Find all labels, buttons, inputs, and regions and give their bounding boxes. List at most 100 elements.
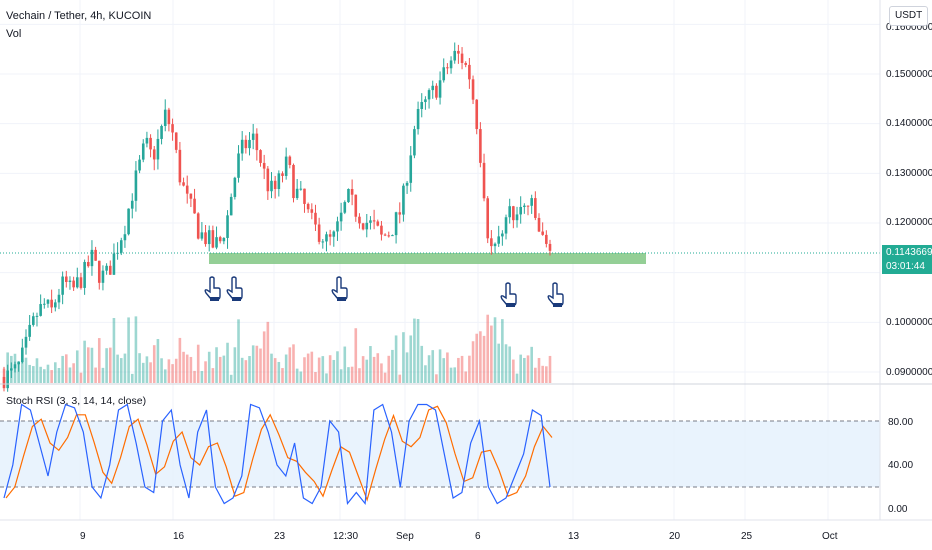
volume-bar — [310, 351, 314, 383]
candle-body — [178, 149, 182, 183]
volume-bar — [325, 373, 328, 383]
price-tick: 0.0900000 — [886, 367, 932, 378]
candle-body — [64, 276, 68, 283]
candle-body — [482, 162, 486, 199]
price-tick: 0.1400000 — [886, 118, 932, 129]
volume-bar — [387, 355, 391, 383]
volume-bar — [17, 360, 20, 383]
volume-bar — [94, 367, 97, 383]
volume-bar — [530, 346, 533, 383]
volume-bar — [519, 354, 522, 383]
volume-bar — [512, 359, 515, 383]
candle-body — [471, 79, 475, 100]
candle-body — [54, 302, 57, 308]
volume-bar — [277, 361, 281, 383]
candle-body — [196, 213, 200, 239]
candle-body — [248, 139, 251, 149]
candle-body — [193, 198, 196, 214]
volume-bar — [482, 335, 486, 383]
candle-body — [207, 230, 211, 245]
volume-bar — [541, 365, 544, 383]
volume-bar — [501, 319, 504, 383]
volume-bar — [369, 346, 372, 383]
volume-bar — [196, 344, 200, 383]
candle-body — [545, 234, 548, 244]
volume-bar — [515, 373, 519, 383]
chart-title[interactable]: Vechain / Tether, 4h, KUCOIN — [6, 10, 152, 22]
volume-bar — [215, 347, 218, 383]
candle-body — [354, 194, 358, 217]
volume-bar — [248, 356, 251, 383]
candle-body — [174, 132, 178, 150]
volume-bar — [134, 316, 138, 383]
rsi-tick: 80.00 — [888, 417, 913, 428]
volume-bar — [218, 356, 222, 383]
candle-body — [537, 217, 541, 232]
candle-body — [449, 60, 453, 69]
volume-bar — [174, 358, 178, 383]
volume-bar — [457, 357, 460, 383]
volume-bar — [149, 362, 152, 383]
volume-legend[interactable]: Vol — [6, 28, 22, 40]
volume-bar — [471, 341, 475, 383]
candle-body — [138, 159, 141, 171]
volume-bar — [226, 342, 229, 383]
candle-body — [420, 102, 424, 109]
volume-bar — [497, 343, 500, 383]
candle-body — [215, 237, 218, 248]
volume-bar — [534, 367, 537, 383]
volume-bar — [394, 335, 398, 383]
candle-body — [119, 240, 123, 253]
candle-body — [332, 231, 336, 237]
rsi-axis[interactable]: 80.00 40.00 0.00 — [888, 417, 913, 515]
volume-bar — [303, 357, 306, 383]
stoch-rsi-legend[interactable]: Stoch RSI (3, 3, 14, 14, close) — [6, 395, 147, 407]
time-axis[interactable]: 9 16 23 12:30 Sep 6 13 20 25 Oct — [80, 531, 838, 542]
volume-bar — [193, 370, 196, 383]
volume-bar — [350, 366, 354, 383]
time-tick: 16 — [173, 531, 185, 542]
candle-body — [347, 189, 350, 203]
volume-bar — [163, 369, 167, 383]
volume-bar — [64, 354, 68, 383]
volume-bar — [171, 364, 174, 383]
volume-bar — [548, 355, 552, 383]
volume-bar — [72, 363, 75, 383]
currency-button[interactable]: USDT — [889, 6, 929, 26]
candle-body — [185, 185, 189, 194]
volume-bar — [222, 355, 226, 383]
stoch-rsi-d-line — [5, 405, 553, 502]
volume-bar — [281, 368, 284, 383]
hand-pointer-icon — [500, 282, 517, 307]
volume-bar — [468, 355, 471, 383]
candle-body — [504, 217, 508, 234]
candle-body — [189, 193, 193, 199]
volume-bar — [328, 355, 332, 383]
volume-bar — [354, 328, 358, 383]
rsi-tick: 0.00 — [888, 504, 908, 515]
volume-bar — [138, 353, 141, 383]
volume-bar — [211, 368, 215, 383]
volume-bar — [438, 349, 442, 383]
volume-bar — [54, 362, 57, 383]
candle-body — [204, 232, 207, 245]
candle-body — [123, 234, 127, 241]
volume-bar — [380, 363, 383, 383]
volume-bar — [413, 318, 416, 383]
candle-body — [127, 208, 130, 235]
volume-bar — [376, 353, 380, 383]
volume-bar — [262, 331, 266, 383]
time-tick: 23 — [274, 531, 286, 542]
candle-body — [468, 64, 471, 80]
candle-body — [90, 249, 94, 267]
volume-bar — [266, 321, 270, 383]
volume-bar — [523, 357, 526, 383]
time-tick: 9 — [80, 531, 86, 542]
price-axis[interactable]: 0.1600000 0.1500000 0.1400000 0.1300000 … — [886, 22, 932, 378]
support-zone[interactable] — [209, 253, 646, 264]
candle-body — [105, 265, 108, 271]
stoch-rsi-k-line — [3, 403, 551, 506]
volume-bar — [259, 348, 262, 383]
candle-body — [508, 206, 511, 218]
